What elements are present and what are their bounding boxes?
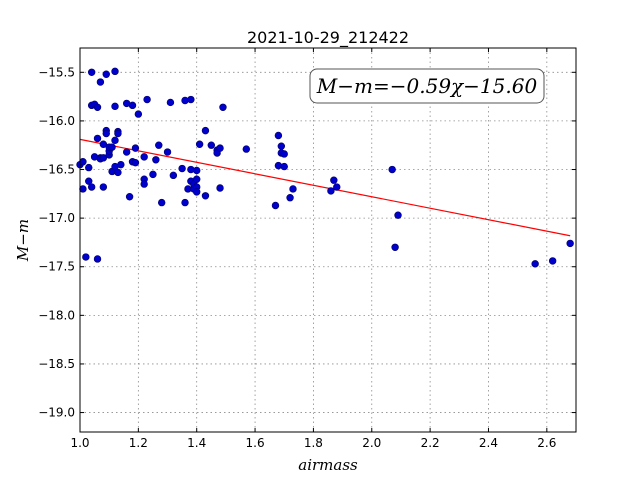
- data-point: [181, 198, 189, 207]
- data-point: [155, 141, 163, 149]
- data-point: [79, 185, 87, 193]
- data-point: [391, 243, 399, 251]
- data-point: [122, 148, 131, 156]
- data-point: [111, 102, 119, 111]
- data-point: [280, 150, 288, 158]
- data-point: [566, 239, 574, 248]
- data-point: [128, 101, 137, 110]
- x-tick-label: 2.6: [537, 436, 556, 450]
- data-point: [195, 140, 204, 148]
- data-point: [274, 131, 283, 140]
- data-point: [216, 144, 224, 152]
- data-point: [99, 140, 108, 148]
- data-point: [289, 185, 297, 193]
- data-point: [99, 183, 108, 191]
- y-tick-label: −19.0: [38, 406, 75, 420]
- data-point: [87, 68, 96, 77]
- x-tick-label: 1.4: [187, 436, 206, 450]
- data-point: [193, 188, 201, 196]
- y-tick-label: −16.0: [38, 114, 75, 128]
- data-point: [96, 78, 105, 86]
- data-point: [117, 160, 125, 169]
- data-point: [82, 253, 90, 261]
- data-point: [140, 153, 148, 161]
- data-point: [85, 163, 93, 172]
- data-point: [531, 260, 539, 268]
- y-tick-label: −16.5: [38, 163, 75, 177]
- data-point: [207, 141, 215, 149]
- data-point: [131, 159, 140, 167]
- data-point: [102, 129, 110, 138]
- data-point: [102, 70, 110, 78]
- data-point: [178, 164, 186, 173]
- data-point: [169, 171, 178, 180]
- data-point: [216, 184, 224, 192]
- plot-frame: [79, 47, 577, 433]
- data-point: [114, 168, 122, 177]
- data-point: [140, 180, 148, 188]
- data-point: [548, 257, 557, 265]
- data-point: [79, 158, 87, 166]
- data-point: [85, 177, 93, 185]
- data-point: [87, 183, 96, 191]
- fit-annotation: M−m=−0.59χ−15.60: [309, 68, 545, 104]
- data-point: [108, 143, 116, 151]
- fit-line: [79, 138, 571, 237]
- data-point: [163, 148, 172, 156]
- data-point: [333, 183, 341, 191]
- y-axis-label: M−m: [14, 219, 32, 262]
- x-tick-label: 1.8: [304, 436, 323, 450]
- data-point: [242, 145, 251, 153]
- chart-title: 2021-10-29_212422: [247, 28, 409, 48]
- fit-line-group: [79, 138, 571, 237]
- data-point: [187, 95, 195, 104]
- x-tick-label: 1.2: [129, 436, 148, 450]
- data-point: [93, 255, 102, 263]
- annotation-text: M−m=−0.59χ−15.60: [316, 74, 538, 98]
- data-point: [286, 194, 294, 202]
- y-tick-label: −18.5: [38, 357, 75, 371]
- data-point: [201, 126, 210, 135]
- x-axis-label: airmass: [298, 456, 358, 474]
- x-tick-label: 2.4: [479, 436, 498, 450]
- data-point: [152, 156, 160, 164]
- axis-ticks: 1.0 1.2 1.4 1.6 1.8 2.0 2.2 2.4 2.6 −15.5 −16.0 −16…: [38, 48, 576, 450]
- data-point: [149, 170, 157, 179]
- data-point: [125, 193, 134, 201]
- data-point: [143, 95, 151, 104]
- data-point: [280, 162, 288, 171]
- data-point: [271, 201, 280, 210]
- x-tick-label: 1.6: [246, 436, 265, 450]
- y-tick-label: −18.0: [38, 308, 75, 322]
- data-point: [330, 176, 338, 184]
- data-point: [277, 142, 286, 150]
- x-tick-label: 1.0: [70, 436, 89, 450]
- data-point: [157, 198, 166, 207]
- data-point: [388, 165, 396, 174]
- data-point: [193, 175, 201, 183]
- x-tick-label: 2.0: [362, 436, 381, 450]
- x-tick-label: 2.2: [421, 436, 440, 450]
- data-point: [394, 211, 402, 219]
- data-point: [114, 129, 122, 138]
- data-point: [111, 136, 119, 145]
- data-point: [166, 98, 175, 107]
- y-tick-label: −17.0: [38, 211, 75, 225]
- data-point: [99, 154, 108, 162]
- data-points: [76, 67, 574, 268]
- data-point: [134, 110, 143, 118]
- data-point: [93, 134, 102, 143]
- data-point: [201, 192, 210, 200]
- data-point: [327, 187, 335, 195]
- data-point: [193, 166, 201, 175]
- data-point: [219, 103, 227, 112]
- annotation-box: [309, 68, 545, 104]
- y-tick-label: −15.5: [38, 65, 75, 79]
- data-point: [131, 144, 140, 152]
- data-point: [93, 103, 102, 112]
- y-tick-label: −17.5: [38, 260, 75, 274]
- data-point: [111, 67, 119, 76]
